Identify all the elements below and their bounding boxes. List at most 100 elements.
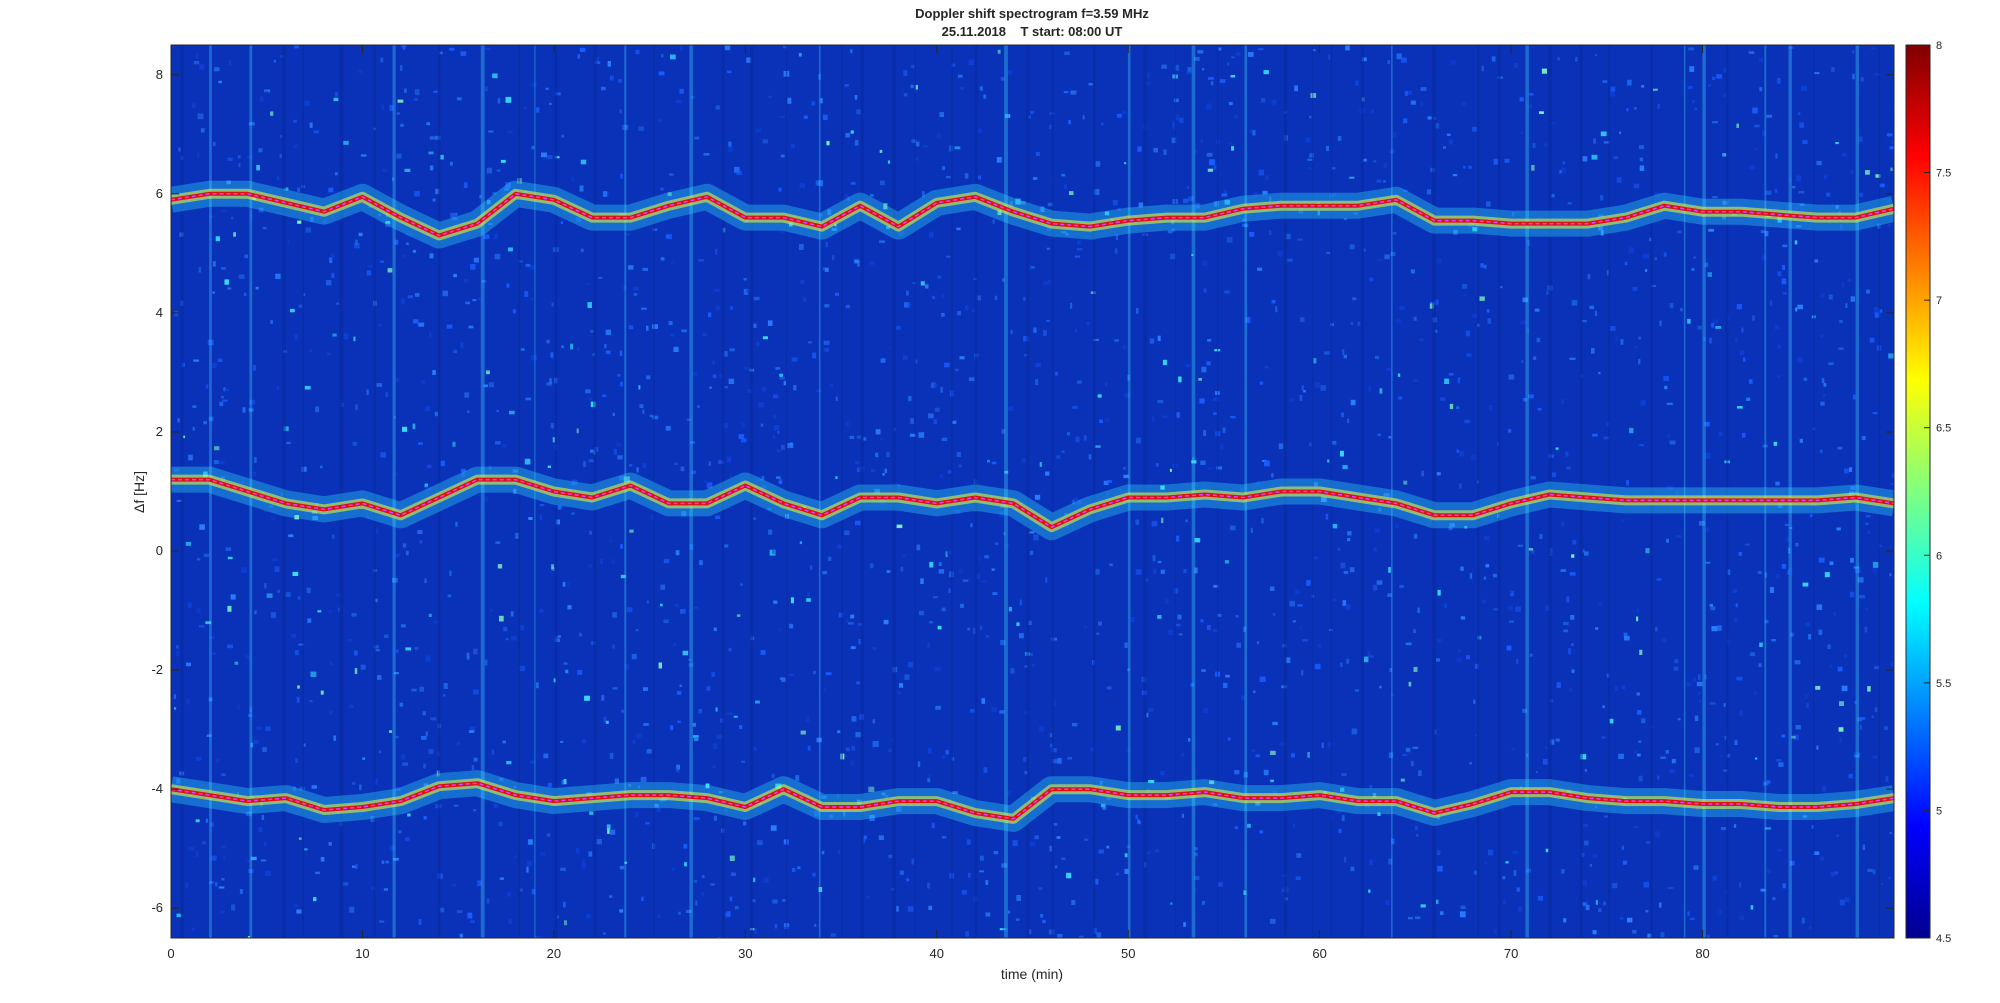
noise-speckle: [1101, 122, 1104, 126]
noise-speckle: [1884, 726, 1889, 731]
noise-speckle: [1399, 306, 1405, 310]
noise-speckle: [722, 423, 728, 429]
noise-speckle: [297, 596, 301, 600]
noise-speckle: [999, 710, 1005, 714]
noise-speckle: [1373, 547, 1377, 552]
noise-speckle: [1782, 292, 1787, 295]
noise-speckle: [1345, 603, 1351, 610]
noise-speckle: [1860, 77, 1864, 82]
y-axis-label: Δf [Hz]: [131, 471, 147, 513]
noise-speckle: [984, 555, 990, 559]
noise-speckle: [1865, 170, 1870, 175]
noise-speckle: [292, 786, 296, 791]
noise-speckle: [252, 365, 256, 371]
noise-speckle: [1793, 734, 1799, 741]
noise-speckle: [466, 652, 470, 659]
noise-speckle: [1871, 715, 1874, 718]
noise-speckle: [320, 465, 323, 469]
noise-speckle: [620, 173, 623, 179]
noise-speckle: [402, 426, 408, 432]
noise-speckle: [562, 581, 566, 587]
noise-speckle: [329, 710, 333, 715]
noise-speckle: [964, 305, 969, 310]
noise-speckle: [452, 441, 456, 447]
noise-speckle: [354, 668, 358, 674]
noise-speckle: [612, 412, 615, 417]
noise-speckle: [1176, 623, 1181, 627]
noise-speckle: [856, 435, 862, 439]
noise-speckle: [1377, 259, 1382, 262]
noise-speckle: [1888, 353, 1894, 359]
noise-speckle: [977, 295, 981, 301]
vertical-stripe: [1579, 45, 1583, 938]
noise-speckle: [233, 232, 236, 237]
noise-speckle: [1404, 90, 1409, 96]
noise-speckle: [818, 180, 823, 187]
noise-speckle: [395, 378, 400, 382]
noise-speckle: [1866, 289, 1870, 294]
noise-speckle: [507, 892, 511, 897]
noise-speckle: [1570, 615, 1575, 620]
noise-speckle: [605, 350, 611, 355]
noise-speckle: [176, 650, 179, 656]
noise-speckle: [619, 475, 624, 481]
noise-speckle: [752, 899, 756, 903]
noise-speckle: [1345, 45, 1350, 51]
noise-speckle: [1437, 639, 1443, 643]
noise-speckle: [207, 339, 214, 346]
noise-speckle: [910, 418, 914, 424]
noise-speckle: [1603, 901, 1606, 906]
noise-speckle: [1765, 190, 1772, 195]
noise-speckle: [886, 451, 890, 458]
noise-speckle: [1307, 158, 1313, 161]
noise-speckle: [1393, 231, 1397, 235]
noise-speckle: [845, 133, 850, 138]
trace-3-fit: [171, 782, 1894, 820]
noise-speckle: [1028, 620, 1032, 625]
noise-speckle: [816, 737, 822, 743]
noise-speckle: [612, 612, 617, 618]
noise-speckle: [942, 755, 946, 759]
noise-speckle: [293, 904, 298, 908]
noise-speckle: [292, 571, 299, 576]
noise-speckle: [956, 452, 961, 457]
noise-speckle: [501, 444, 507, 448]
noise-speckle: [1209, 159, 1215, 166]
noise-speckle: [1285, 657, 1291, 663]
noise-speckle: [1004, 470, 1009, 474]
noise-speckle: [1536, 337, 1541, 343]
noise-speckle: [845, 304, 850, 309]
noise-speckle: [830, 933, 836, 937]
noise-speckle: [1853, 394, 1856, 400]
noise-speckle: [249, 399, 255, 405]
noise-speckle: [773, 394, 779, 399]
noise-speckle: [1047, 225, 1052, 232]
noise-speckle: [896, 906, 899, 912]
noise-speckle: [1221, 193, 1228, 197]
noise-speckle: [1452, 174, 1458, 177]
noise-speckle: [1624, 261, 1628, 266]
noise-speckle: [1563, 918, 1567, 923]
noise-speckle: [1796, 175, 1801, 182]
noise-speckle: [1777, 271, 1782, 277]
noise-speckle: [488, 130, 494, 133]
noise-speckle: [946, 176, 951, 179]
noise-speckle: [283, 187, 289, 191]
noise-speckle: [932, 296, 936, 300]
noise-speckle: [1550, 739, 1555, 745]
noise-speckle: [355, 239, 358, 245]
noise-speckle: [812, 352, 817, 359]
noise-speckle: [304, 385, 311, 390]
noise-speckle: [1000, 76, 1005, 81]
noise-speckle: [199, 64, 205, 70]
noise-speckle: [781, 444, 785, 450]
noise-speckle: [1002, 278, 1005, 282]
noise-speckle: [871, 469, 876, 472]
noise-speckle: [250, 856, 257, 861]
noise-speckle: [693, 606, 698, 609]
noise-speckle: [1798, 191, 1805, 194]
noise-speckle: [1620, 339, 1624, 345]
noise-speckle: [1515, 606, 1521, 612]
noise-speckle: [791, 357, 798, 362]
noise-speckle: [443, 683, 448, 689]
